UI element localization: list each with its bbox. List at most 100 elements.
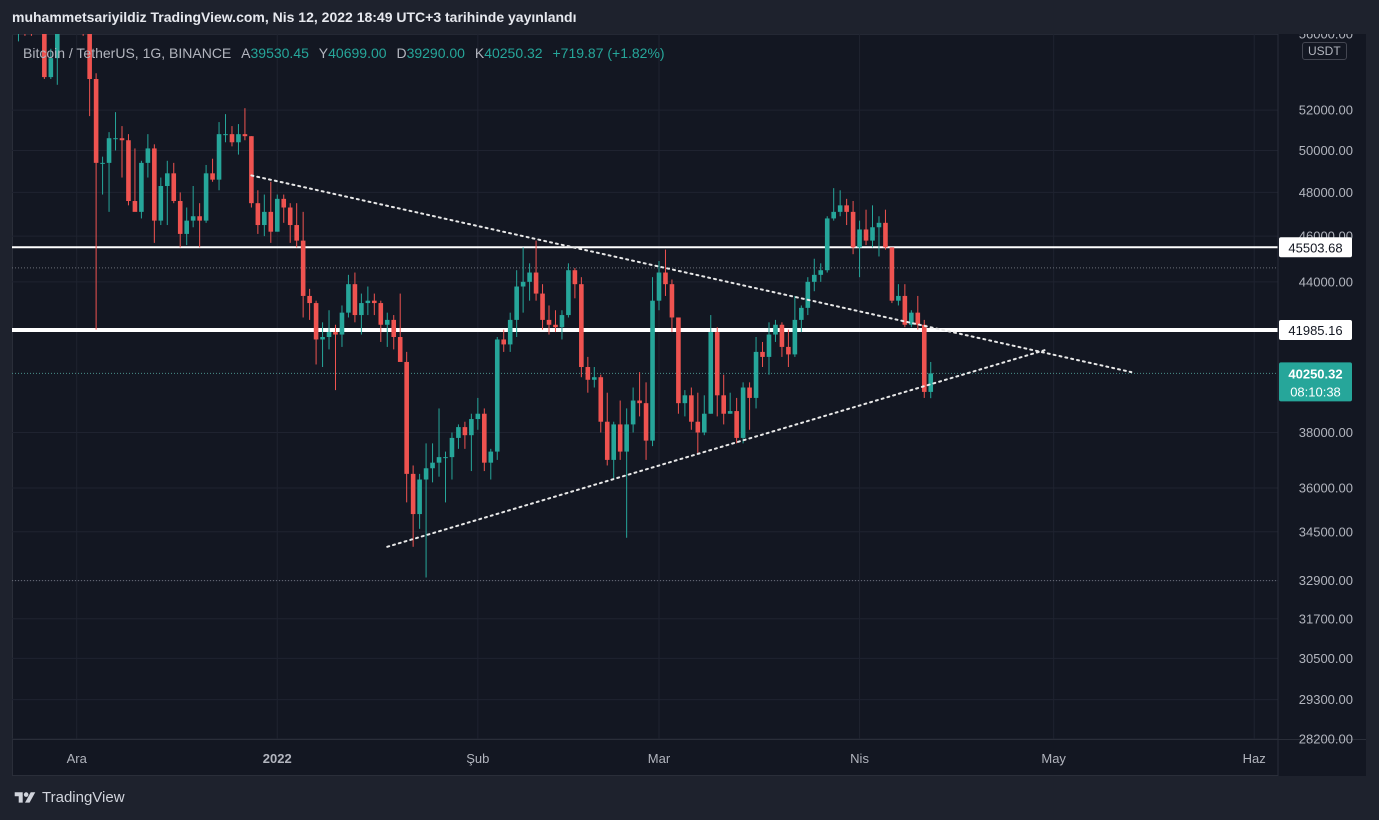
candle-body[interactable] <box>436 457 442 463</box>
candle-body[interactable] <box>249 136 254 204</box>
candle-body[interactable] <box>184 220 189 234</box>
candle-body[interactable] <box>203 173 209 221</box>
candle-body[interactable] <box>333 332 338 335</box>
currency-unit-badge[interactable]: USDT <box>1302 42 1347 60</box>
candle-body[interactable] <box>747 387 752 398</box>
candle-body[interactable] <box>87 34 92 80</box>
candle-body[interactable] <box>753 351 759 398</box>
candle-body[interactable] <box>152 148 157 221</box>
candle-body[interactable] <box>669 284 675 318</box>
candle-body[interactable] <box>604 421 610 460</box>
candle-body[interactable] <box>546 319 552 325</box>
candle-body[interactable] <box>824 218 830 271</box>
candle-body[interactable] <box>391 319 397 338</box>
candle-body[interactable] <box>430 462 435 469</box>
candle-body[interactable] <box>876 222 882 228</box>
candle-body[interactable] <box>113 138 118 140</box>
candle-body[interactable] <box>553 324 558 328</box>
candle-body[interactable] <box>372 300 377 304</box>
candle-body[interactable] <box>811 274 817 282</box>
candle-body[interactable] <box>779 324 785 347</box>
candle-body[interactable] <box>229 134 235 143</box>
candle-body[interactable] <box>274 198 280 232</box>
candle-body[interactable] <box>410 473 416 515</box>
candle-body[interactable] <box>475 413 481 420</box>
candle-body[interactable] <box>701 413 707 433</box>
level-price-tag[interactable] <box>1279 320 1352 341</box>
candle-body[interactable] <box>533 272 539 294</box>
candle-body[interactable] <box>300 240 306 296</box>
candle-body[interactable] <box>119 138 125 141</box>
candle-body[interactable] <box>488 451 494 463</box>
candle-body[interactable] <box>507 319 513 345</box>
candle-body[interactable] <box>287 207 293 226</box>
candle-body[interactable] <box>449 437 455 458</box>
candle-body[interactable] <box>689 395 694 422</box>
candle-body[interactable] <box>281 198 287 208</box>
candle-body[interactable] <box>190 216 196 221</box>
trend-line[interactable] <box>386 348 1049 548</box>
candle-body[interactable] <box>423 468 429 480</box>
candle-body[interactable] <box>100 162 105 164</box>
candle-body[interactable] <box>365 300 371 304</box>
candle-body[interactable] <box>132 201 138 212</box>
candle-body[interactable] <box>384 319 390 325</box>
candle-body[interactable] <box>313 303 319 340</box>
candle-body[interactable] <box>850 211 856 248</box>
candle-body[interactable] <box>792 319 798 355</box>
candle-body[interactable] <box>164 173 170 187</box>
candle-body[interactable] <box>93 79 99 163</box>
candle-body[interactable] <box>902 295 908 325</box>
candle-body[interactable] <box>378 303 384 325</box>
candle-body[interactable] <box>727 411 733 414</box>
candle-body[interactable] <box>870 227 875 241</box>
candle-body[interactable] <box>883 222 888 248</box>
candle-body[interactable] <box>242 134 248 137</box>
candle-body[interactable] <box>740 387 746 438</box>
candle-body[interactable] <box>352 284 358 316</box>
candle-body[interactable] <box>786 346 791 355</box>
candle-body[interactable] <box>210 173 215 180</box>
candle-body[interactable] <box>818 270 824 275</box>
candle-body[interactable] <box>520 281 526 287</box>
candle-body[interactable] <box>139 162 144 212</box>
candle-body[interactable] <box>540 293 545 320</box>
candle-body[interactable] <box>469 419 474 436</box>
candle-body[interactable] <box>592 377 597 380</box>
candle-body[interactable] <box>650 300 655 441</box>
candle-body[interactable] <box>844 205 849 212</box>
candle-body[interactable] <box>579 284 584 368</box>
candle-body[interactable] <box>197 216 202 221</box>
last-price-tag[interactable] <box>1279 362 1352 402</box>
candle-body[interactable] <box>643 403 649 441</box>
candle-body[interactable] <box>255 203 261 226</box>
candle-body[interactable] <box>494 339 500 452</box>
candle-body[interactable] <box>126 140 131 202</box>
candle-body[interactable] <box>630 400 636 425</box>
candle-body[interactable] <box>624 424 629 452</box>
candle-body[interactable] <box>831 211 836 219</box>
candle-body[interactable] <box>268 211 274 232</box>
candle-body[interactable] <box>339 312 345 335</box>
candle-body[interactable] <box>598 377 604 422</box>
candle-body[interactable] <box>837 205 843 212</box>
candle-body[interactable] <box>527 272 532 282</box>
candle-body[interactable] <box>177 201 183 234</box>
candle-body[interactable] <box>714 332 720 396</box>
candle-body[interactable] <box>236 134 241 143</box>
candle-body[interactable] <box>695 421 701 433</box>
candle-body[interactable] <box>799 307 804 320</box>
candle-body[interactable] <box>326 332 332 338</box>
candle-body[interactable] <box>54 34 60 59</box>
candle-body[interactable] <box>456 427 461 438</box>
candle-body[interactable] <box>482 413 487 463</box>
candle-body[interactable] <box>663 272 668 285</box>
candle-body[interactable] <box>262 211 267 226</box>
candle-body[interactable] <box>559 315 565 328</box>
candle-body[interactable] <box>307 295 312 304</box>
candle-body[interactable] <box>42 34 47 78</box>
candle-body[interactable] <box>397 337 403 362</box>
candle-body[interactable] <box>566 270 571 316</box>
candle-body[interactable] <box>359 303 364 316</box>
candle-body[interactable] <box>443 457 448 459</box>
